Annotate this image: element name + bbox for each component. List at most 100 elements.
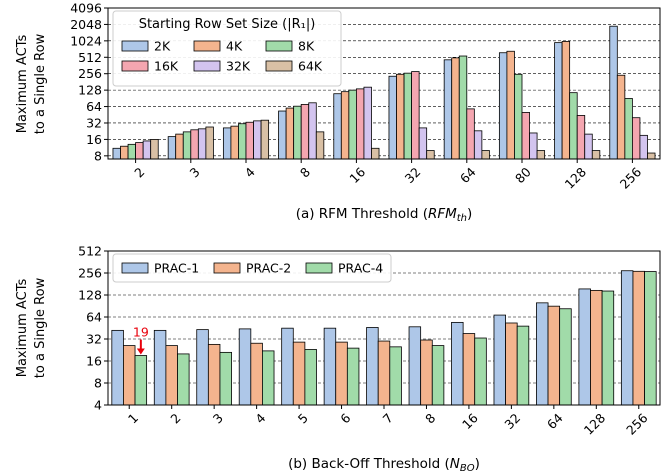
legend-label-prac-1: PRAC-1 — [154, 261, 199, 276]
bar-prac-2-64 — [547, 305, 561, 406]
legend-label-64k: 64K — [298, 59, 323, 74]
bar-64k-32 — [426, 150, 435, 160]
bar-64k-16 — [371, 147, 380, 160]
bar-16k-256 — [632, 117, 641, 160]
x-tick-label: 80 — [512, 164, 534, 186]
y-tick-label: 128 — [78, 83, 102, 98]
plot-frame — [107, 7, 661, 160]
x-tick-label: 2 — [131, 164, 147, 180]
bar-prac-2-6 — [335, 341, 348, 406]
bar-64k-80 — [536, 150, 546, 160]
bar-prac-4-64 — [559, 308, 572, 406]
x-tick-label: 32 — [501, 410, 523, 432]
bar-4k-16 — [340, 91, 350, 160]
bar-prac-1-16 — [451, 321, 464, 406]
bar-prac-2-256 — [632, 270, 645, 406]
legend-box — [112, 253, 392, 283]
bar-16k-2 — [135, 142, 144, 160]
bar-32k-3 — [197, 128, 207, 160]
y-tick-label: 32 — [86, 332, 102, 347]
x-ticks: 1 2 3 4 5 6 7 8 16 32 64 128 256 — [125, 405, 651, 438]
x-ticks: 2 3 4 8 16 32 64 80 128 256 — [131, 159, 644, 192]
bar-16k-8 — [300, 104, 310, 160]
bar-8k-128 — [569, 92, 578, 160]
bar-64k-128 — [591, 150, 601, 160]
bar-prac-1-6 — [323, 327, 337, 406]
bar-prac-1-32 — [493, 314, 506, 406]
x-tick-label: 1 — [125, 410, 141, 426]
bar-4k-128 — [561, 41, 571, 160]
bar-prac-1-5 — [281, 327, 294, 406]
annotation-arrow-head — [136, 348, 145, 355]
annotation: 19 — [133, 325, 149, 355]
bar-prac-4-32 — [516, 325, 530, 406]
x-tick-label: 7 — [380, 410, 396, 426]
bar-2k-64 — [443, 59, 453, 160]
legend-label-8k: 8K — [298, 39, 315, 54]
caption-symbol: N — [450, 456, 460, 472]
bar-prac-1-7 — [366, 327, 379, 406]
x-tick-label: 4 — [242, 164, 258, 180]
x-tick-label: 2 — [167, 410, 183, 426]
legend-label-32k: 32K — [226, 59, 251, 74]
caption-subscript: BO — [460, 463, 475, 474]
bar-2k-16 — [333, 93, 342, 160]
caption-suffix: ) — [475, 456, 480, 472]
x-tick-label: 256 — [617, 164, 645, 192]
x-tick-label: 8 — [297, 164, 313, 180]
bar-2k-2 — [112, 147, 121, 160]
legend-label-2k: 2K — [154, 39, 171, 54]
y-tick-label: 512 — [78, 50, 102, 65]
bar-2k-3 — [167, 136, 177, 160]
bar-8k-2 — [127, 143, 136, 160]
x-tick-label: 16 — [346, 164, 368, 186]
bar-16k-16 — [355, 88, 365, 160]
bar-16k-4 — [245, 121, 254, 160]
legend-swatch-2k — [121, 40, 149, 52]
bar-64k-3 — [205, 126, 214, 160]
bar-32k-64 — [473, 130, 483, 160]
bar-prac-2-3 — [207, 343, 221, 406]
bar-prac-4-2 — [177, 353, 190, 406]
bar-prac-2-16 — [462, 333, 476, 406]
y-tick-label: 1024 — [70, 33, 102, 48]
bar-prac-4-8 — [431, 345, 445, 406]
bar-8k-64 — [458, 55, 468, 160]
bar-8k-256 — [624, 98, 633, 160]
legend-swatch-prac-4 — [305, 262, 333, 274]
bar-32k-256 — [639, 134, 648, 160]
y-axis-label: Maximum ACTs — [15, 279, 30, 378]
bar-prac-4-128 — [601, 290, 615, 406]
x-tick-label: 3 — [210, 410, 226, 426]
bar-2k-128 — [554, 42, 563, 160]
bar-8k-32 — [403, 72, 412, 160]
bar-8k-3 — [182, 131, 192, 160]
bar-prac-4-16 — [474, 337, 487, 406]
bar-64k-4 — [260, 119, 270, 160]
bar-prac-1-2 — [153, 329, 167, 406]
bar-64k-256 — [647, 152, 656, 160]
y-tick-label: 128 — [78, 288, 102, 303]
caption-subscript: th — [457, 213, 467, 224]
caption-symbol: RFM — [428, 206, 457, 222]
bar-64k-8 — [315, 131, 325, 160]
legend-title: Starting Row Set Size (|R₁|) — [139, 17, 316, 32]
bar-4k-64 — [451, 57, 460, 160]
y-tick-label: 8 — [94, 148, 102, 163]
bar-16k-3 — [190, 129, 199, 160]
bar-4k-2 — [120, 145, 129, 160]
bar-8k-4 — [238, 123, 247, 160]
bar-4k-80 — [506, 50, 515, 160]
y-tick-label: 64 — [86, 99, 102, 114]
y-tick-label: 256 — [78, 266, 102, 281]
bar-prac-2-5 — [292, 341, 306, 406]
bar-prac-1-64 — [536, 302, 549, 406]
bar-prac-2-32 — [505, 322, 518, 406]
bar-32k-32 — [418, 127, 428, 160]
bar-64k-2 — [150, 139, 159, 160]
legend-label-prac-2: PRAC-2 — [246, 261, 291, 276]
bar-prac-4-7 — [389, 346, 402, 406]
bar-prac-2-7 — [377, 340, 391, 406]
y-tick-label: 2048 — [70, 17, 102, 32]
